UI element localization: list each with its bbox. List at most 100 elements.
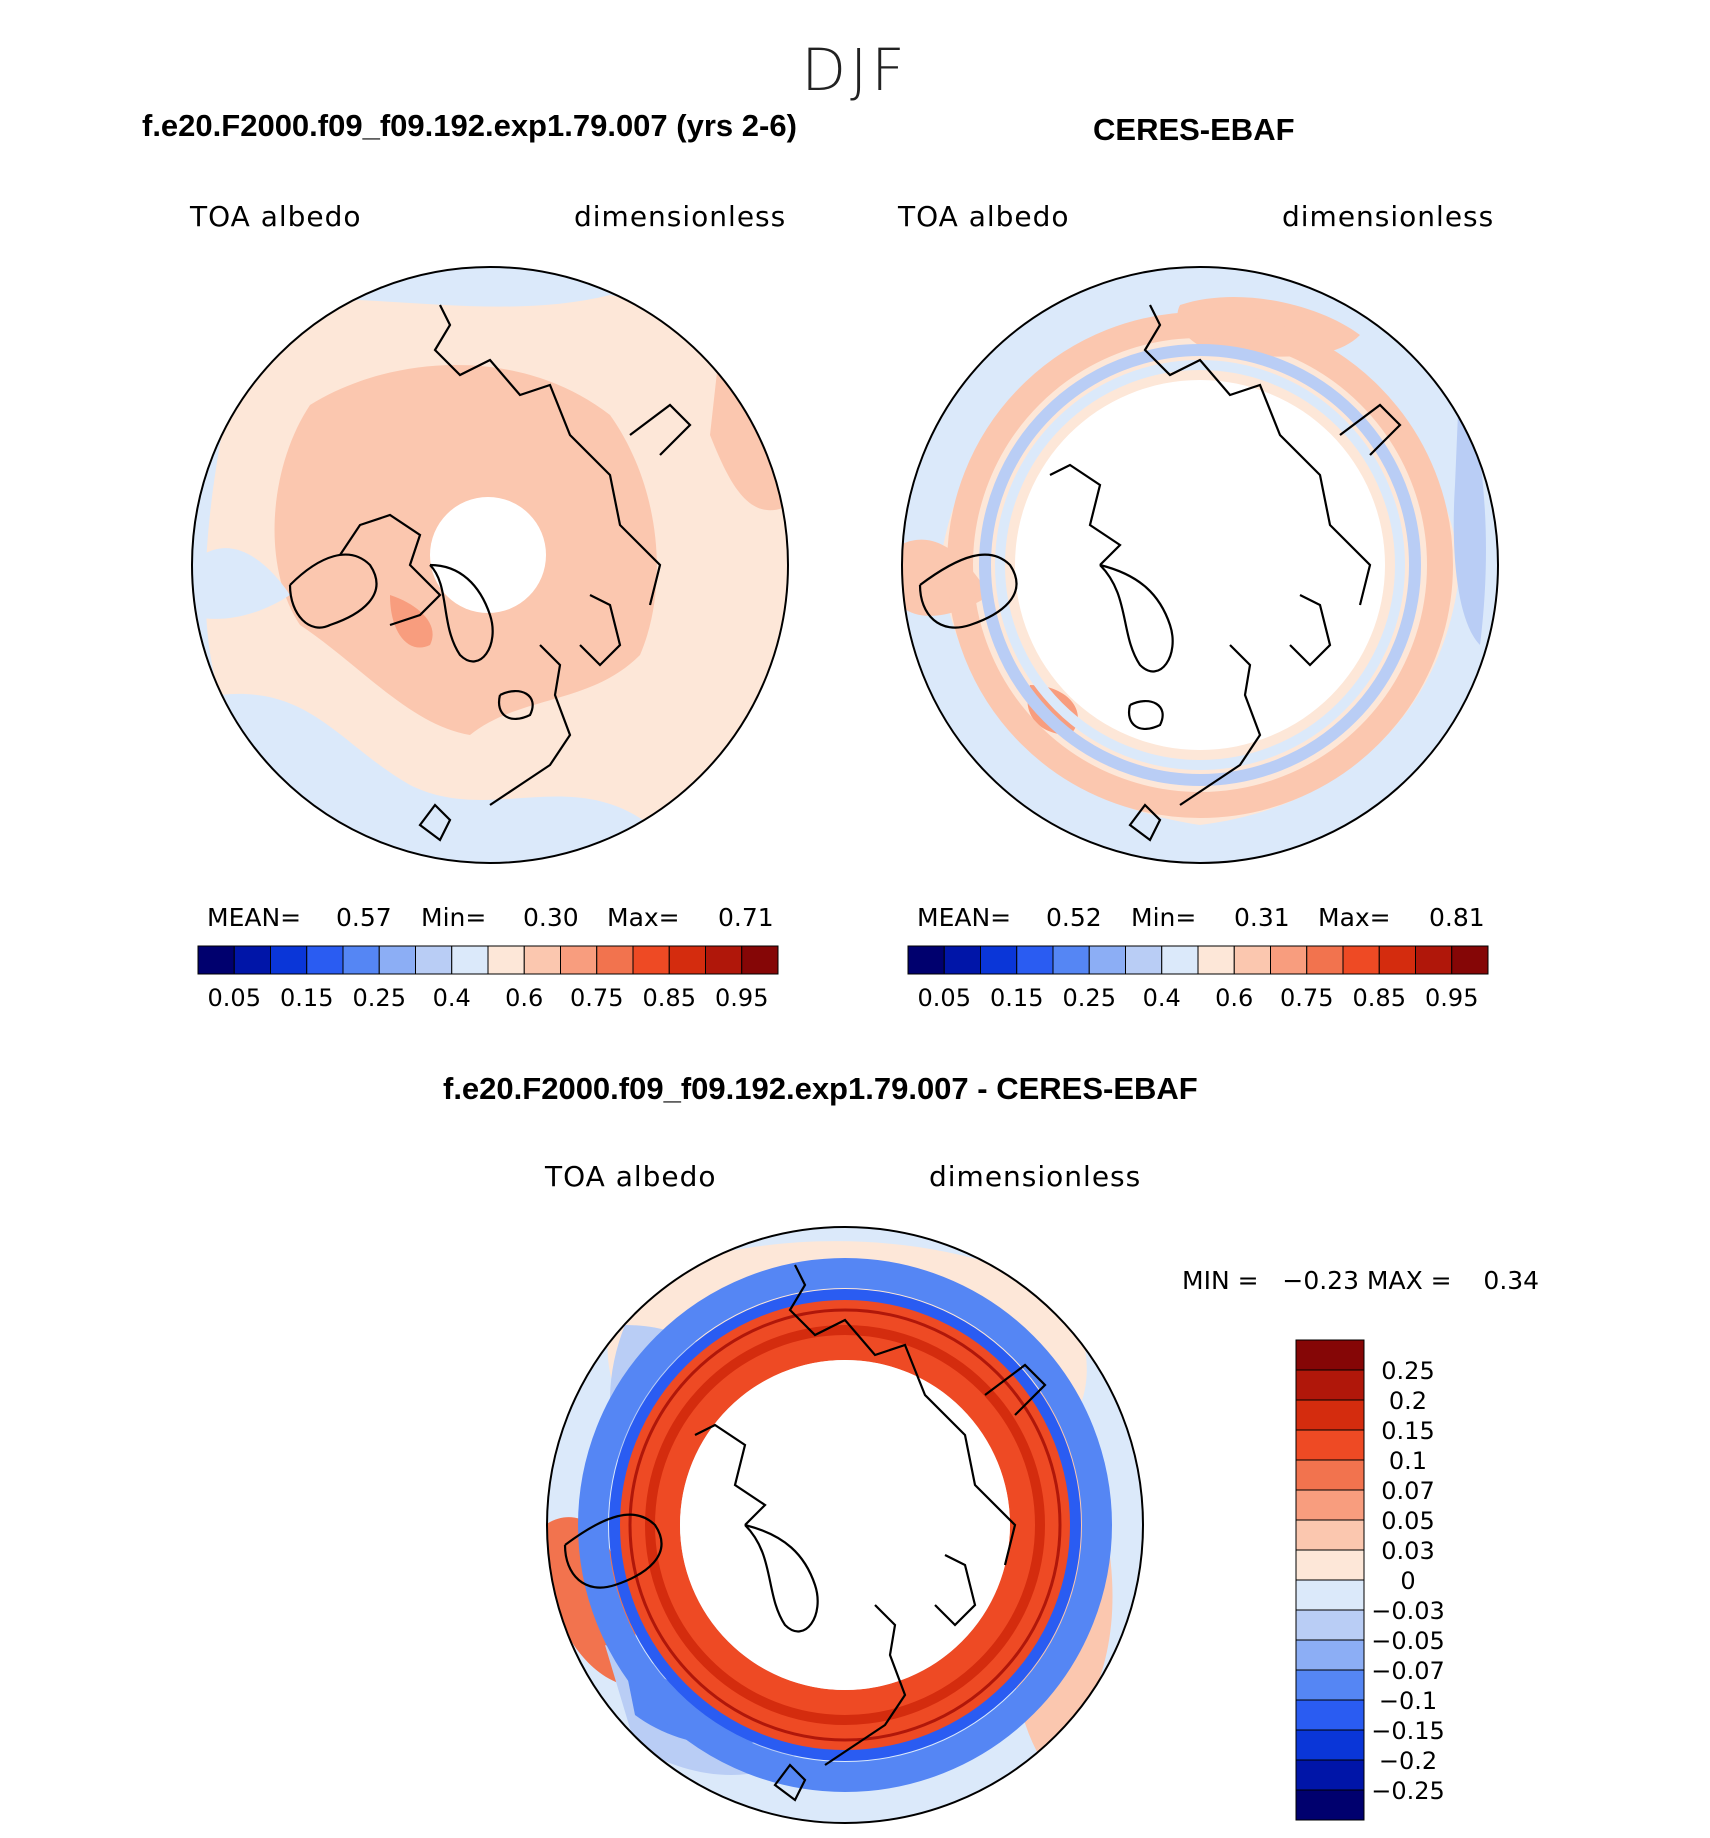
obs-panel-title: CERES-EBAF: [1093, 112, 1295, 147]
obs-variable-label: TOA albedo: [898, 200, 1070, 233]
diff-colorbar-swatch: [1295, 1669, 1365, 1701]
obs-colorbar-swatch: [1197, 945, 1235, 975]
model-max-label: Max=: [607, 903, 680, 932]
obs-colorbar-tick-label: 0.6: [1215, 984, 1253, 1012]
diff-colorbar-swatch: [1295, 1639, 1365, 1671]
model-colorbar-swatch: [487, 945, 525, 975]
obs-colorbar-swatch: [1052, 945, 1090, 975]
obs-min-label: Min=: [1131, 903, 1197, 932]
model-polar-map: [191, 266, 789, 864]
obs-mean-value: 0.52: [1046, 903, 1102, 932]
model-variable-label: TOA albedo: [190, 200, 362, 233]
diff-colorbar-tick-label: −0.2: [1379, 1747, 1437, 1775]
diff-colorbar-tick-label: 0.03: [1381, 1537, 1434, 1565]
obs-max-value: 0.81: [1429, 903, 1485, 932]
diff-colorbar-swatch: [1295, 1609, 1365, 1641]
obs-colorbar-tick-label: 0.15: [990, 984, 1043, 1012]
diff-colorbar-swatch: [1295, 1699, 1365, 1731]
model-colorbar-tick-label: 0.15: [280, 984, 333, 1012]
obs-colorbar-tick-label: 0.95: [1425, 984, 1478, 1012]
obs-max-label: Max=: [1318, 903, 1391, 932]
model-colorbar-tick-label: 0.4: [433, 984, 471, 1012]
diff-colorbar-tick-label: 0: [1400, 1567, 1415, 1595]
model-min-value: 0.30: [523, 903, 579, 932]
diff-colorbar-tick-label: 0.2: [1389, 1387, 1427, 1415]
diff-panel-title: f.e20.F2000.f09_f09.192.exp1.79.007 - CE…: [443, 1071, 1198, 1106]
diff-colorbar-swatch: [1295, 1339, 1365, 1371]
diff-colorbar-swatch: [1295, 1759, 1365, 1791]
obs-colorbar-swatch: [980, 945, 1018, 975]
obs-colorbar-swatch: [1415, 945, 1453, 975]
obs-colorbar-tick-label: 0.75: [1280, 984, 1333, 1012]
model-colorbar-swatch: [233, 945, 271, 975]
obs-colorbar-swatch: [1125, 945, 1163, 975]
model-colorbar-swatch: [741, 945, 779, 975]
model-colorbar-swatch: [378, 945, 416, 975]
obs-colorbar-swatch: [1306, 945, 1344, 975]
diff-units-label: dimensionless: [929, 1160, 1142, 1193]
obs-polar-map: [901, 266, 1499, 864]
obs-units-label: dimensionless: [1282, 200, 1495, 233]
diff-colorbar-swatch: [1295, 1369, 1365, 1401]
obs-colorbar-tick-label: 0.05: [918, 984, 971, 1012]
diff-colorbar: 0.250.20.150.10.070.050.030−0.03−0.05−0.…: [1295, 1339, 1445, 1821]
diff-colorbar-swatch: [1295, 1549, 1365, 1581]
obs-min-value: 0.31: [1234, 903, 1290, 932]
season-title: DJF: [801, 36, 909, 104]
model-panel-title: f.e20.F2000.f09_f09.192.exp1.79.007 (yrs…: [142, 108, 797, 143]
obs-colorbar-tick-label: 0.85: [1353, 984, 1406, 1012]
model-colorbar-swatch: [632, 945, 670, 975]
obs-colorbar: 0.05 0.15 0.25 0.4 0.6 0.75 0.85 0.95: [907, 945, 1489, 1012]
diff-colorbar-swatch: [1295, 1519, 1365, 1551]
diff-colorbar-swatch: [1295, 1579, 1365, 1611]
obs-colorbar-swatch: [1342, 945, 1380, 975]
obs-colorbar-swatch: [1270, 945, 1308, 975]
diff-colorbar-tick-label: 0.05: [1381, 1507, 1434, 1535]
model-max-value: 0.71: [718, 903, 774, 932]
model-colorbar-swatch: [668, 945, 706, 975]
diff-colorbar-swatch: [1295, 1399, 1365, 1431]
model-colorbar-swatch: [415, 945, 453, 975]
diff-colorbar-tick-label: 0.25: [1381, 1357, 1434, 1385]
obs-colorbar-swatch: [1088, 945, 1126, 975]
model-colorbar-tick-label: 0.85: [643, 984, 696, 1012]
diff-colorbar-swatch: [1295, 1459, 1365, 1491]
model-units-label: dimensionless: [574, 200, 787, 233]
model-colorbar: 0.05 0.15 0.25 0.4 0.6 0.75 0.85 0.95: [197, 945, 779, 1012]
model-colorbar-swatch: [523, 945, 561, 975]
obs-colorbar-swatch: [1378, 945, 1416, 975]
diff-colorbar-tick-label: −0.1: [1379, 1687, 1437, 1715]
model-colorbar-tick-label: 0.05: [208, 984, 261, 1012]
obs-mean-label: MEAN=: [917, 903, 1012, 932]
diff-colorbar-tick-label: 0.07: [1381, 1477, 1434, 1505]
model-mean-label: MEAN=: [207, 903, 302, 932]
model-colorbar-tick-label: 0.25: [353, 984, 406, 1012]
diff-colorbar-swatch: [1295, 1789, 1365, 1821]
diff-colorbar-swatch: [1295, 1489, 1365, 1521]
model-colorbar-tick-label: 0.6: [505, 984, 543, 1012]
diff-variable-label: TOA albedo: [545, 1160, 717, 1193]
model-mean-value: 0.57: [336, 903, 392, 932]
obs-colorbar-swatch: [1451, 945, 1489, 975]
model-colorbar-swatch: [560, 945, 598, 975]
diff-colorbar-tick-label: −0.07: [1371, 1657, 1445, 1685]
diff-colorbar-tick-label: −0.15: [1371, 1717, 1445, 1745]
model-colorbar-swatch: [342, 945, 380, 975]
diff-colorbar-tick-label: 0.15: [1381, 1417, 1434, 1445]
diff-colorbar-tick-label: 0.1: [1389, 1447, 1427, 1475]
diff-colorbar-tick-label: −0.25: [1371, 1777, 1445, 1805]
model-colorbar-swatch: [451, 945, 489, 975]
obs-colorbar-tick-label: 0.4: [1143, 984, 1181, 1012]
diff-polar-map: [546, 1226, 1144, 1824]
model-colorbar-swatch: [197, 945, 235, 975]
model-colorbar-tick-label: 0.75: [570, 984, 623, 1012]
obs-colorbar-swatch: [1016, 945, 1054, 975]
obs-colorbar-swatch: [1233, 945, 1271, 975]
model-colorbar-swatch: [306, 945, 344, 975]
diff-colorbar-swatch: [1295, 1429, 1365, 1461]
obs-colorbar-tick-label: 0.25: [1063, 984, 1116, 1012]
diff-colorbar-tick-label: −0.05: [1371, 1627, 1445, 1655]
diff-colorbar-tick-label: −0.03: [1371, 1597, 1445, 1625]
model-colorbar-swatch: [705, 945, 743, 975]
obs-colorbar-swatch: [1161, 945, 1199, 975]
